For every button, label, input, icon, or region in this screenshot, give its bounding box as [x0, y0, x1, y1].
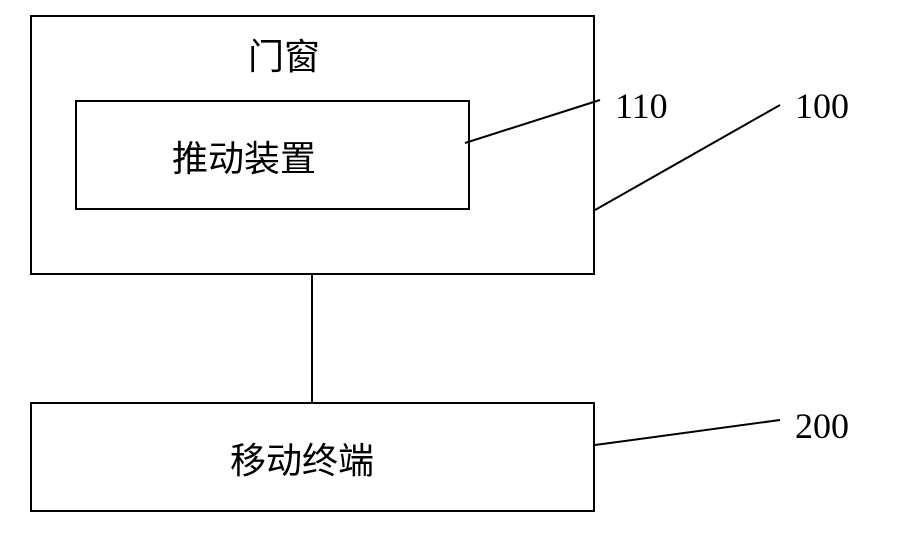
callout-line-seg [595, 420, 780, 445]
callout-ref-200: 200 [795, 405, 849, 447]
push-device-label: 推动装置 [172, 130, 316, 182]
door-window-label: 门窗 [248, 28, 320, 80]
mobile-terminal-label: 移动终端 [230, 432, 374, 484]
callout-ref-100: 100 [795, 85, 849, 127]
callout-ref-110: 110 [615, 85, 668, 127]
